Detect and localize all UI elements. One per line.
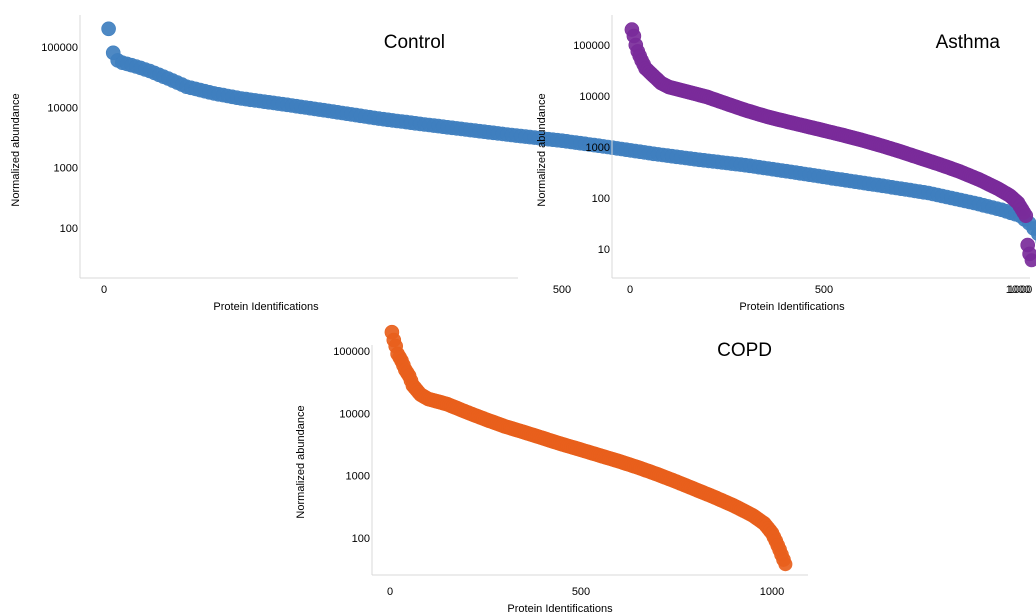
x-tick-label: 1000 <box>1008 284 1032 296</box>
chart-title-copd: COPD <box>717 340 772 361</box>
y-tick-label: 100000 <box>333 346 370 358</box>
points-copd <box>384 324 793 572</box>
y-tick-label: 100000 <box>41 42 78 54</box>
y-ticks-asthma: 10 100 1000 10000 100000 <box>573 40 610 256</box>
y-tick-label: 100 <box>592 193 610 205</box>
y-tick-label: 10 <box>598 244 610 256</box>
data-point <box>1018 208 1034 223</box>
y-axis-label-asthma: Normalized abundance <box>536 93 548 206</box>
x-tick-label: 1000 <box>760 586 784 598</box>
x-ticks-asthma: 0 500 1000 <box>627 284 1030 296</box>
data-point <box>778 557 793 572</box>
data-point <box>1031 226 1036 241</box>
y-tick-label: 1000 <box>346 471 370 483</box>
x-tick-label: 500 <box>815 284 833 296</box>
chart-title-control: Control <box>384 32 445 53</box>
data-point <box>101 21 116 37</box>
points-asthma <box>624 22 1036 268</box>
x-tick-label: 500 <box>553 284 571 296</box>
y-axis-label-copd: Normalized abundance <box>295 405 307 518</box>
y-ticks-copd: 100 1000 10000 100000 <box>333 346 370 545</box>
x-tick-label: 0 <box>387 586 393 598</box>
y-tick-label: 10000 <box>47 102 78 114</box>
x-axis-label-control: Protein Identifications <box>213 301 319 313</box>
y-tick-label: 100 <box>60 223 78 235</box>
y-tick-label: 100000 <box>573 40 610 52</box>
x-ticks-control: 0 500 1000 <box>101 284 1032 296</box>
points-control <box>101 21 1036 244</box>
y-tick-label: 10000 <box>339 408 370 420</box>
x-axis-label-asthma: Protein Identifications <box>739 301 845 313</box>
x-tick-label: 500 <box>572 586 590 598</box>
y-axis-label-control: Normalized abundance <box>10 93 22 206</box>
data-point <box>1024 253 1036 268</box>
y-tick-label: 10000 <box>579 91 610 103</box>
x-tick-label: 0 <box>627 284 633 296</box>
y-tick-label: 1000 <box>54 163 78 175</box>
chart-copd: 100 1000 10000 100000 0 500 1000 COPD Protein… <box>295 324 808 615</box>
x-ticks-copd: 0 500 1000 <box>387 586 784 598</box>
y-ticks-control: 100 1000 10000 100000 <box>41 42 78 235</box>
y-tick-label: 1000 <box>586 142 610 154</box>
x-tick-label: 0 <box>101 284 107 296</box>
chart-asthma: 10 100 1000 10000 100000 0 500 1000 Asthma Pro… <box>536 15 1036 313</box>
x-tick-label: 1000 <box>1006 284 1030 296</box>
chart-title-asthma: Asthma <box>936 32 1001 53</box>
y-tick-label: 100 <box>352 533 370 545</box>
x-axis-label-copd: Protein Identifications <box>507 603 613 615</box>
